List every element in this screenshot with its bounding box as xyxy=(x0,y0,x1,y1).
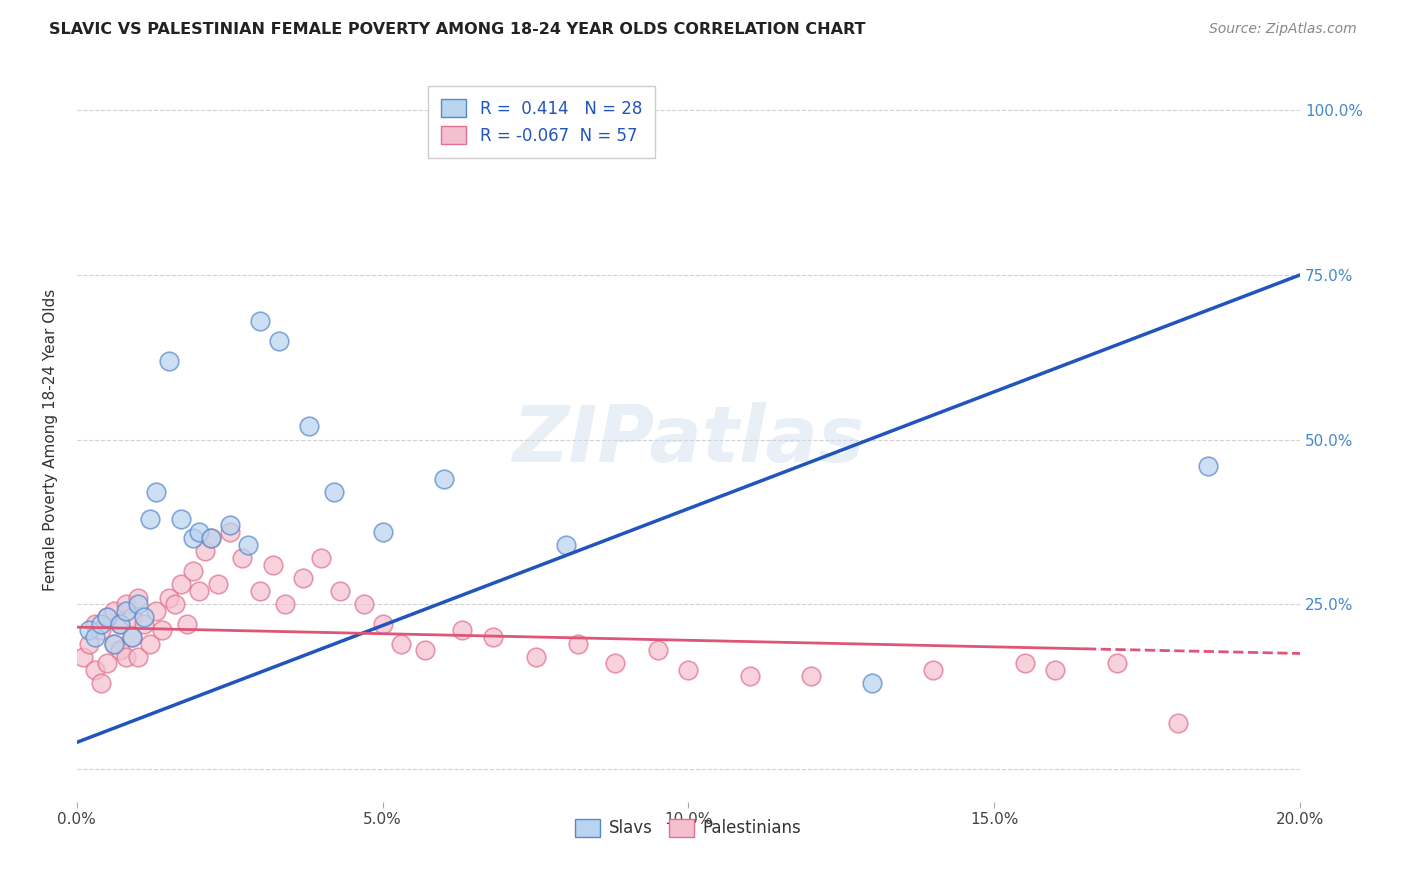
Point xyxy=(139,637,162,651)
Point xyxy=(103,637,125,651)
Point xyxy=(262,558,284,572)
Point xyxy=(84,663,107,677)
Point xyxy=(218,524,240,539)
Point xyxy=(1105,657,1128,671)
Point xyxy=(96,610,118,624)
Point xyxy=(298,419,321,434)
Point xyxy=(127,591,149,605)
Point xyxy=(96,657,118,671)
Point xyxy=(738,669,761,683)
Point xyxy=(127,649,149,664)
Point xyxy=(108,616,131,631)
Point xyxy=(84,616,107,631)
Point xyxy=(108,643,131,657)
Text: ZIPatlas: ZIPatlas xyxy=(512,401,865,477)
Point xyxy=(163,597,186,611)
Point xyxy=(433,472,456,486)
Point xyxy=(145,604,167,618)
Text: SLAVIC VS PALESTINIAN FEMALE POVERTY AMONG 18-24 YEAR OLDS CORRELATION CHART: SLAVIC VS PALESTINIAN FEMALE POVERTY AMO… xyxy=(49,22,866,37)
Point xyxy=(108,616,131,631)
Y-axis label: Female Poverty Among 18-24 Year Olds: Female Poverty Among 18-24 Year Olds xyxy=(44,288,58,591)
Point xyxy=(451,624,474,638)
Point xyxy=(114,597,136,611)
Point xyxy=(1197,458,1219,473)
Point xyxy=(231,551,253,566)
Point xyxy=(77,637,100,651)
Point xyxy=(114,604,136,618)
Legend: Slavs, Palestinians: Slavs, Palestinians xyxy=(569,812,808,844)
Point xyxy=(134,616,156,631)
Point xyxy=(329,583,352,598)
Point xyxy=(218,518,240,533)
Point xyxy=(103,637,125,651)
Point xyxy=(647,643,669,657)
Point xyxy=(555,538,578,552)
Point xyxy=(322,485,344,500)
Point xyxy=(90,624,112,638)
Point xyxy=(200,531,222,545)
Point xyxy=(139,511,162,525)
Point xyxy=(127,597,149,611)
Point xyxy=(800,669,823,683)
Point xyxy=(188,524,211,539)
Point xyxy=(311,551,333,566)
Point xyxy=(181,564,204,578)
Point xyxy=(236,538,259,552)
Point xyxy=(1045,663,1067,677)
Point xyxy=(77,624,100,638)
Point xyxy=(1167,715,1189,730)
Point xyxy=(121,610,143,624)
Point xyxy=(188,583,211,598)
Point xyxy=(170,511,193,525)
Point xyxy=(267,334,290,348)
Point xyxy=(481,630,503,644)
Point xyxy=(90,616,112,631)
Point xyxy=(678,663,700,677)
Point xyxy=(103,604,125,618)
Point xyxy=(274,597,297,611)
Point xyxy=(145,485,167,500)
Point xyxy=(860,676,883,690)
Point xyxy=(415,643,437,657)
Point xyxy=(567,637,589,651)
Point xyxy=(152,624,174,638)
Point xyxy=(157,353,180,368)
Point xyxy=(170,577,193,591)
Point xyxy=(249,314,271,328)
Point xyxy=(524,649,547,664)
Point xyxy=(121,630,143,644)
Point xyxy=(353,597,375,611)
Point xyxy=(84,630,107,644)
Point xyxy=(134,610,156,624)
Point xyxy=(207,577,229,591)
Point xyxy=(292,571,315,585)
Point xyxy=(389,637,412,651)
Point xyxy=(90,676,112,690)
Point xyxy=(114,649,136,664)
Point xyxy=(603,657,626,671)
Point xyxy=(249,583,271,598)
Point xyxy=(371,524,394,539)
Point xyxy=(371,616,394,631)
Point xyxy=(922,663,945,677)
Point xyxy=(200,531,222,545)
Point xyxy=(181,531,204,545)
Point xyxy=(194,544,217,558)
Point xyxy=(121,630,143,644)
Point xyxy=(176,616,198,631)
Point xyxy=(1014,657,1036,671)
Point xyxy=(157,591,180,605)
Point xyxy=(72,649,94,664)
Point xyxy=(96,610,118,624)
Text: Source: ZipAtlas.com: Source: ZipAtlas.com xyxy=(1209,22,1357,37)
